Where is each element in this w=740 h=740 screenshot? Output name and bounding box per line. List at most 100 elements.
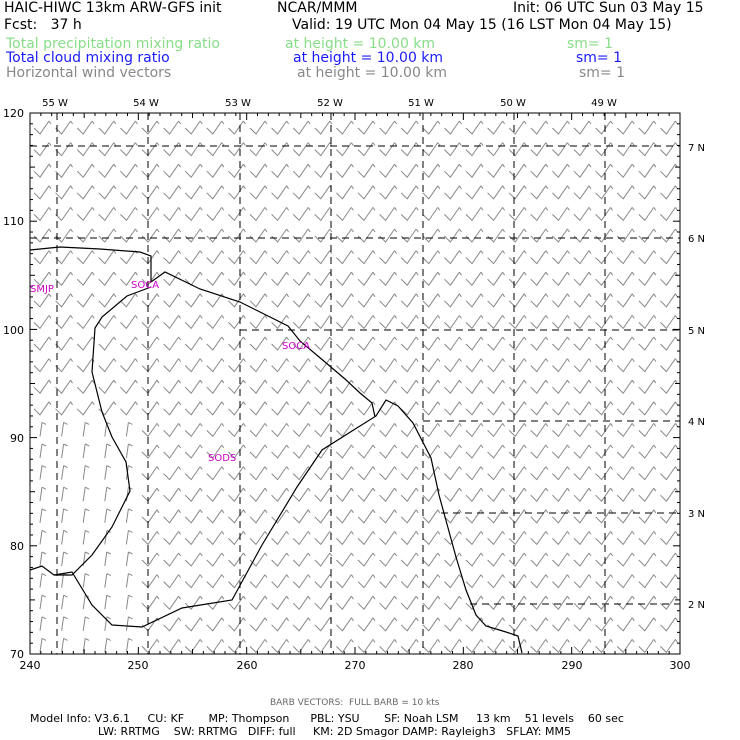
wind-barb (184, 336, 203, 351)
wind-barb (487, 379, 506, 394)
wind-barb (163, 531, 182, 546)
wind-barb (163, 250, 182, 265)
wind-barb (314, 336, 333, 351)
wind-barb (422, 250, 441, 265)
wind-barb (163, 423, 182, 438)
wind-barb (292, 487, 311, 502)
wind-barb (314, 574, 333, 589)
wind-barb (444, 379, 462, 394)
wind-barb (292, 639, 311, 654)
wind-barb (422, 509, 441, 524)
wind-barb (465, 595, 484, 610)
wind-barb (508, 379, 527, 394)
wind-barb (33, 228, 52, 243)
wind-barb (573, 120, 592, 135)
wind-barb (465, 423, 484, 438)
wind-barb (552, 293, 570, 308)
wind-barb (487, 574, 506, 589)
wind-barb (82, 443, 90, 459)
wind-barb (55, 228, 74, 243)
wind-barb (595, 574, 614, 589)
wind-barb (336, 531, 354, 546)
wind-barb (98, 207, 117, 222)
wind-barb (530, 142, 549, 157)
wind-barb (595, 142, 614, 157)
wind-barb (206, 552, 225, 567)
wind-barb (616, 271, 635, 286)
wind-barb (616, 315, 635, 330)
wind-barb (61, 465, 68, 480)
x-tick-label: 280 (453, 659, 474, 672)
wind-barb (184, 185, 203, 200)
wind-barb (120, 271, 138, 286)
wind-barb (336, 466, 354, 481)
wind-barb (228, 185, 246, 200)
wind-barb (163, 120, 182, 135)
wind-barb (206, 358, 225, 373)
wind-barb (163, 639, 182, 654)
wind-barb (508, 185, 527, 200)
wind-barb (444, 163, 462, 178)
wind-barb (465, 185, 484, 200)
wind-barb (163, 574, 182, 589)
wind-barb (292, 401, 311, 416)
wind-barb (552, 509, 570, 524)
wind-barb (33, 207, 52, 222)
wind-barb (141, 293, 160, 308)
wind-barb (228, 552, 246, 567)
wind-barb (530, 466, 549, 481)
wind-barb (336, 207, 354, 222)
wind-barb (249, 185, 268, 200)
wind-barb (660, 207, 678, 222)
wind-barb (104, 421, 112, 437)
wind-barb (271, 336, 290, 351)
wind-barb (249, 120, 268, 135)
wind-barb (184, 509, 203, 524)
wind-barb (379, 250, 398, 265)
wind-barb (292, 358, 311, 373)
wind-barb (638, 531, 657, 546)
wind-barb (357, 163, 376, 178)
wind-barb (357, 552, 376, 567)
wind-barb (55, 315, 74, 330)
wind-barb (249, 207, 268, 222)
wind-barb (271, 358, 290, 373)
wind-barb (163, 336, 182, 351)
wind-barb (271, 595, 290, 610)
wind-barb (400, 509, 419, 524)
wind-barb (444, 293, 462, 308)
wind-barb (379, 315, 398, 330)
wind-barb (616, 185, 635, 200)
wind-barb (125, 508, 133, 523)
wind-barb (292, 315, 311, 330)
wind-barb (400, 444, 419, 459)
wind-barb (98, 358, 117, 373)
wind-barb (163, 207, 182, 222)
wind-barb (184, 639, 203, 654)
wind-barb (336, 185, 354, 200)
wind-barb (98, 315, 117, 330)
wind-barb (638, 358, 657, 373)
wind-barb (573, 163, 592, 178)
wind-barb (595, 163, 614, 178)
wind-barb (228, 509, 246, 524)
wind-barb (184, 379, 203, 394)
wind-barb (422, 185, 441, 200)
wind-barb (530, 552, 549, 567)
wind-barb (357, 639, 376, 654)
wind-barb (444, 358, 462, 373)
latlon-grid (30, 113, 680, 654)
wind-barb (104, 465, 112, 480)
wind-barb (76, 271, 95, 286)
wind-barb (530, 595, 549, 610)
wind-barb (249, 315, 268, 330)
wind-barb (206, 531, 225, 546)
wind-barb (336, 293, 354, 308)
lon-label: 54 W (133, 98, 159, 109)
wind-barb (444, 531, 462, 546)
wind-barb (271, 487, 290, 502)
wind-barb (163, 466, 182, 481)
wind-barb (357, 271, 376, 286)
wind-barb-field (33, 120, 678, 654)
wind-barb (573, 228, 592, 243)
